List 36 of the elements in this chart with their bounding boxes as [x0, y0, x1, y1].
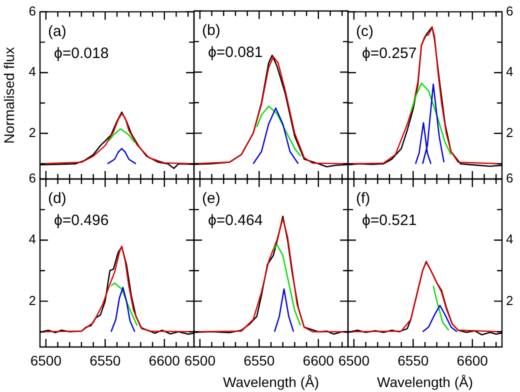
y-tick-label: 2	[506, 292, 514, 308]
x-tick-label: 6500	[184, 352, 216, 368]
y-tick-label: 4	[28, 232, 36, 247]
annotation: ϕ=0.464	[208, 212, 263, 229]
annotation: (a)	[48, 22, 66, 40]
annotation: (d)	[48, 190, 66, 207]
x-tick-label: 6600	[456, 352, 488, 368]
y-tick-label: 6	[506, 3, 514, 18]
annotation: ϕ=0.257	[362, 44, 417, 62]
annotation: ϕ=0.521	[362, 212, 417, 229]
annotation: ϕ=0.496	[54, 212, 109, 229]
y-tick-label: 2	[28, 292, 36, 308]
y-tick-label: 2	[506, 124, 514, 140]
y-axis-title: Normalised flux	[1, 47, 17, 144]
y-tick-label: 2	[28, 124, 36, 140]
x-tick-label: 6550	[398, 352, 429, 368]
x-tick-label: 6600	[148, 352, 180, 368]
annotation: (e)	[202, 190, 220, 207]
annotation: ϕ=0.081	[208, 44, 263, 61]
x-tick-label: 6500	[338, 352, 370, 368]
annotation: (c)	[356, 22, 374, 40]
x-tick-label: 6550	[244, 352, 275, 368]
annotation: (b)	[202, 22, 220, 39]
x-axis-title: Wavelength (Å)	[223, 374, 319, 390]
x-tick-label: 6600	[302, 352, 334, 368]
y-tick-label: 4	[506, 232, 514, 247]
x-axis-title: Wavelength (Å)	[377, 374, 473, 390]
x-tick-label: 6550	[90, 352, 121, 368]
y-tick-label: 6	[28, 170, 36, 186]
annotation: ϕ=0.018	[54, 44, 109, 62]
y-tick-label: 6	[28, 3, 36, 18]
y-tick-label: 4	[28, 64, 36, 80]
annotation: (f)	[356, 190, 370, 207]
x-tick-label: 6500	[30, 352, 62, 368]
y-tick-label: 6	[506, 170, 514, 186]
y-tick-label: 4	[506, 64, 514, 80]
